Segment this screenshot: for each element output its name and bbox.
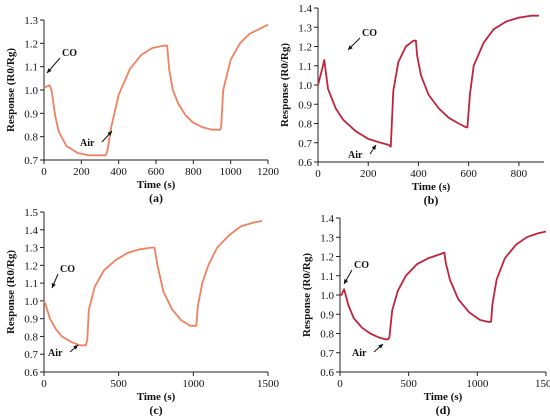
y-tick-label-c: 1.0 <box>24 296 38 308</box>
y-tick-label-d: 0.7 <box>320 348 334 360</box>
y-tick-label-c: 1.1 <box>24 278 38 290</box>
arrowhead-air-d <box>378 344 383 349</box>
x-axis-title-b: Time (s) <box>412 181 451 193</box>
arrowhead-air-a <box>107 131 112 136</box>
y-tick-label-d: 1.2 <box>320 252 334 264</box>
y-tick-label-b: 1.2 <box>298 42 312 54</box>
y-tick-label-c: 0.9 <box>24 314 38 326</box>
y-tick-label-a: 1.1 <box>24 62 38 74</box>
y-tick-label-b: 1.3 <box>298 22 312 34</box>
arrowhead-co-b <box>348 45 353 50</box>
y-tick-label-a: 0.9 <box>24 108 38 120</box>
y-tick-label-b: 0.6 <box>298 157 312 169</box>
y-tick-label-a: 0.8 <box>24 132 38 144</box>
x-tick-label-d: 0 <box>337 378 343 390</box>
co-annotation-b: CO <box>362 28 377 39</box>
y-tick-label-a: 1.2 <box>24 38 38 50</box>
x-tick-label-a: 200 <box>73 166 90 178</box>
x-tick-label-a: 600 <box>148 166 165 178</box>
y-tick-label-b: 1.1 <box>298 61 312 73</box>
y-tick-label-c: 1.3 <box>24 243 38 255</box>
x-tick-label-c: 1000 <box>182 378 205 390</box>
co-annotation-a: CO <box>62 48 77 59</box>
y-tick-label-d: 0.6 <box>320 367 334 379</box>
y-tick-label-b: 1.4 <box>298 3 312 15</box>
y-tick-label-d: 1.4 <box>320 213 334 225</box>
x-tick-label-b: 400 <box>410 168 427 180</box>
x-tick-label-d: 1500 <box>535 378 550 390</box>
air-annotation-a: Air <box>80 138 95 149</box>
arrowhead-air-b <box>371 145 376 150</box>
x-tick-label-c: 0 <box>41 378 47 390</box>
y-tick-label-c: 1.2 <box>24 260 38 272</box>
y-axis-title-a: Response (R0/Rg) <box>5 48 17 132</box>
panel-label-b: (b) <box>424 193 439 207</box>
y-axis-title-d: Response (R0/Rg) <box>301 253 313 337</box>
y-tick-label-a: 0.7 <box>24 155 38 167</box>
y-tick-label-c: 0.7 <box>24 349 38 361</box>
x-tick-label-a: 400 <box>110 166 127 178</box>
series-line-d <box>340 230 547 341</box>
x-tick-label-b: 0 <box>315 168 321 180</box>
co-annotation-c: CO <box>60 264 75 275</box>
x-tick-label-c: 1500 <box>257 378 280 390</box>
y-axis-title-c: Response (R0/Rg) <box>5 250 17 334</box>
x-tick-label-a: 1000 <box>220 166 243 178</box>
x-tick-label-b: 600 <box>460 168 477 180</box>
series-line-b <box>317 14 539 148</box>
series-line-a <box>43 23 269 157</box>
series-line-c <box>43 220 263 347</box>
arrowhead-air-c <box>73 345 78 350</box>
y-tick-label-a: 1.3 <box>24 15 38 27</box>
y-tick-label-a: 1.0 <box>24 85 38 97</box>
x-axis-title-a: Time (s) <box>137 179 176 191</box>
y-tick-label-b: 0.7 <box>298 138 312 150</box>
arrowhead-co-d <box>344 279 349 284</box>
x-tick-label-a: 0 <box>41 166 47 178</box>
panel-label-a: (a) <box>149 191 163 205</box>
panel-label-c: (c) <box>149 403 162 416</box>
x-axis-title-d: Time (s) <box>424 391 463 403</box>
x-tick-label-a: 1200 <box>257 166 280 178</box>
y-axis-title-b: Response (R0/Rg) <box>279 43 291 127</box>
x-axis-title-c: Time (s) <box>137 391 176 403</box>
y-tick-label-b: 1.0 <box>298 80 312 92</box>
x-tick-label-d: 1000 <box>466 378 489 390</box>
y-tick-label-d: 1.3 <box>320 232 334 244</box>
arrowhead-co-a <box>47 68 52 73</box>
x-tick-label-d: 500 <box>400 378 417 390</box>
co-annotation-d: CO <box>354 260 369 271</box>
y-tick-label-b: 0.8 <box>298 119 312 131</box>
y-tick-label-c: 0.6 <box>24 367 38 379</box>
y-tick-label-b: 0.9 <box>298 99 312 111</box>
air-annotation-c: Air <box>48 348 63 359</box>
x-tick-label-c: 500 <box>110 378 127 390</box>
air-annotation-d: Air <box>352 348 367 359</box>
x-tick-label-b: 800 <box>511 168 528 180</box>
y-tick-label-d: 1.0 <box>320 290 334 302</box>
y-tick-label-c: 0.8 <box>24 331 38 343</box>
x-tick-label-b: 200 <box>360 168 377 180</box>
panel-label-d: (d) <box>436 403 451 416</box>
y-tick-label-d: 1.1 <box>320 271 334 283</box>
y-tick-label-d: 0.9 <box>320 309 334 321</box>
y-tick-label-d: 0.8 <box>320 329 334 341</box>
x-tick-label-a: 800 <box>185 166 202 178</box>
air-annotation-b: Air <box>348 150 363 161</box>
y-tick-label-c: 1.4 <box>24 225 38 237</box>
arrowhead-co-c <box>51 283 56 288</box>
y-tick-label-c: 1.5 <box>24 207 38 219</box>
